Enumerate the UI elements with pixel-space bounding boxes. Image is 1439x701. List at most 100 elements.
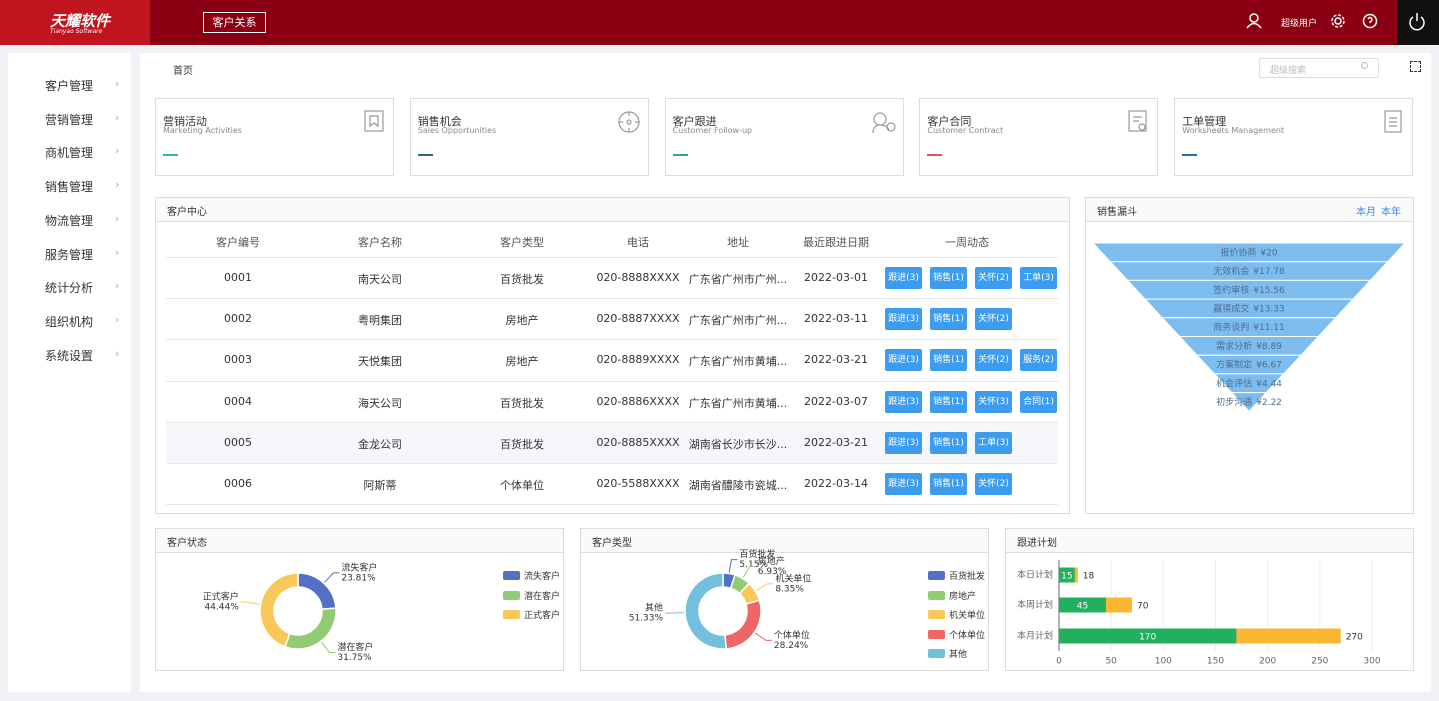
menu-item[interactable]: 组织机构	[45, 314, 94, 329]
action-button[interactable]: 跟进(3)	[885, 308, 922, 331]
menu-item[interactable]: 服务管理	[45, 247, 94, 262]
logo: 天耀软件	[50, 12, 111, 30]
card-subtitle: Customer Contract	[927, 126, 1004, 135]
table-cell: 020-8888XXXX	[596, 271, 680, 284]
action-button[interactable]: 销售(1)	[930, 267, 967, 289]
menu-item[interactable]: 销售管理	[45, 180, 94, 195]
menu-item[interactable]: 营销管理	[45, 112, 94, 127]
legend-swatch	[928, 610, 945, 619]
menu-item[interactable]: 物流管理	[45, 213, 94, 228]
table-cell: 0001	[224, 271, 252, 284]
legend-label: 其他	[949, 650, 968, 660]
menu-item[interactable]: 商机管理	[45, 146, 94, 161]
search-box[interactable]	[1259, 58, 1379, 78]
card-accent	[672, 154, 688, 156]
menu-arrow: ›	[115, 110, 120, 124]
legend-swatch	[503, 590, 520, 600]
module-button[interactable]: 客户关系	[203, 12, 266, 33]
table-cell: 湖南省醴陵市瓷城...	[688, 479, 788, 492]
table-cell: 0005	[224, 435, 252, 449]
table-cell: 广东省广州市黄埔...	[688, 396, 788, 410]
action-button[interactable]: 销售(1)	[930, 390, 967, 413]
column-header: 客户名称	[358, 236, 402, 249]
user-name[interactable]: 超级用户	[1281, 19, 1318, 29]
tab[interactable]: 本年	[1381, 207, 1401, 218]
sidebar	[8, 53, 131, 692]
menu-item[interactable]: 系统设置	[45, 348, 94, 363]
menu-arrow: ›	[115, 211, 120, 225]
breadcrumb[interactable]: 首页	[173, 66, 193, 77]
table-cell: 020-8889XXXX	[596, 353, 680, 367]
panel	[1085, 197, 1414, 514]
menu-item[interactable]: 客户管理	[45, 79, 94, 93]
table-cell: 房地产	[505, 314, 539, 328]
action-button[interactable]: 合同(1)	[1020, 390, 1057, 413]
card-accent	[1182, 154, 1198, 156]
search-icon	[1361, 62, 1368, 69]
action-button[interactable]: 销售(1)	[930, 349, 967, 372]
power-area	[1397, 0, 1439, 45]
card[interactable]	[919, 98, 1159, 176]
card-title: 销售机会	[417, 115, 462, 128]
search-placeholder: 超级搜索	[1270, 66, 1307, 76]
action-button[interactable]: 销售(1)	[930, 431, 967, 454]
card-title: 客户跟进	[672, 115, 717, 128]
card-title: 客户合同	[927, 115, 972, 128]
card-title: 营销活动	[163, 115, 207, 128]
panel-title: 跟进计划	[1017, 538, 1057, 549]
legend-label: 个体单位	[949, 630, 986, 641]
card-subtitle: Worksheets Management	[1182, 126, 1285, 135]
row-line	[166, 339, 1058, 341]
table-cell: 湖南省长沙市长沙...	[688, 437, 788, 451]
action-button[interactable]: 跟进(3)	[885, 390, 922, 413]
action-button[interactable]: 工单(3)	[1020, 267, 1057, 289]
table-cell: 阿斯蒂	[363, 479, 397, 492]
table-cell: 个体单位	[500, 479, 544, 492]
card[interactable]	[1174, 98, 1414, 176]
action-button[interactable]: 销售(1)	[930, 473, 967, 495]
legend-swatch	[928, 629, 945, 639]
action-button[interactable]: 跟进(3)	[885, 431, 922, 454]
panel-header	[155, 528, 564, 553]
action-button[interactable]: 跟进(3)	[885, 349, 922, 372]
row-line	[166, 463, 1058, 464]
row-line	[166, 298, 1058, 300]
panel-title: 客户状态	[167, 538, 207, 549]
action-button[interactable]: 跟进(3)	[885, 267, 922, 289]
legend-swatch	[503, 610, 520, 619]
menu-arrow: ›	[115, 77, 120, 90]
tab[interactable]: 本月	[1356, 207, 1376, 218]
card[interactable]	[409, 98, 649, 176]
legend-swatch	[503, 571, 520, 580]
row-line	[166, 504, 1058, 505]
action-button[interactable]: 关怀(2)	[975, 308, 1012, 331]
action-button[interactable]: 跟进(3)	[885, 473, 922, 495]
logo-area	[0, 0, 150, 45]
card[interactable]	[664, 98, 904, 176]
table-cell: 0003	[224, 353, 252, 367]
panel-title: 客户中心	[167, 207, 207, 218]
card-subtitle: Customer Follow-up	[672, 126, 753, 135]
action-button[interactable]: 服务(2)	[1020, 349, 1057, 372]
table-cell: 2022-03-07	[804, 394, 868, 408]
panel-title: 销售漏斗	[1097, 207, 1137, 218]
table-cell: 020-5588XXXX	[596, 477, 680, 490]
column-header: 客户类型	[500, 236, 544, 249]
card-subtitle: Sales Opportunities	[417, 126, 497, 135]
action-button[interactable]: 工单(3)	[975, 431, 1012, 454]
action-button[interactable]: 关怀(2)	[975, 349, 1012, 372]
action-button[interactable]: 关怀(2)	[975, 473, 1012, 495]
action-button[interactable]: 关怀(2)	[975, 267, 1012, 289]
action-button[interactable]: 销售(1)	[930, 308, 967, 331]
menu-item[interactable]: 统计分析	[45, 281, 94, 296]
table-cell: 0002	[224, 312, 252, 326]
table-cell: 2022-03-14	[804, 477, 868, 490]
panel-title: 客户类型	[592, 538, 632, 549]
table-cell: 2022-03-11	[804, 312, 868, 326]
action-button[interactable]: 关怀(3)	[975, 390, 1012, 413]
card[interactable]	[155, 98, 394, 176]
fullscreen[interactable]	[1410, 61, 1421, 72]
card-accent	[163, 154, 178, 156]
panel-header	[155, 197, 1070, 222]
